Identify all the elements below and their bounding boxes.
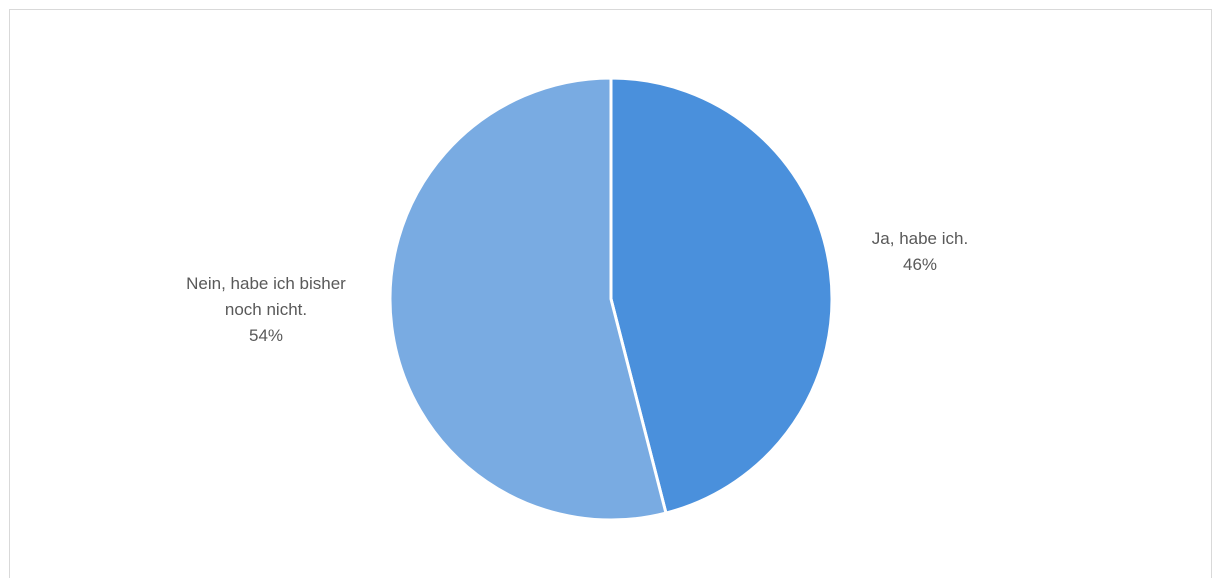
slice-percent-label: 46% (903, 255, 937, 274)
slice-category-label: Nein, habe ich bisher (186, 274, 346, 293)
slice-label-0: Ja, habe ich. 46% (872, 229, 968, 274)
slice-category-label: noch nicht. (225, 300, 307, 319)
slice-category-label: Ja, habe ich. (872, 229, 968, 248)
pie-slice-0 (609, 76, 834, 515)
pie-slice-1 (388, 76, 668, 522)
slice-percent-label: 54% (249, 326, 283, 345)
slice-label-1: Nein, habe ich bisher noch nicht. 54% (186, 274, 346, 345)
